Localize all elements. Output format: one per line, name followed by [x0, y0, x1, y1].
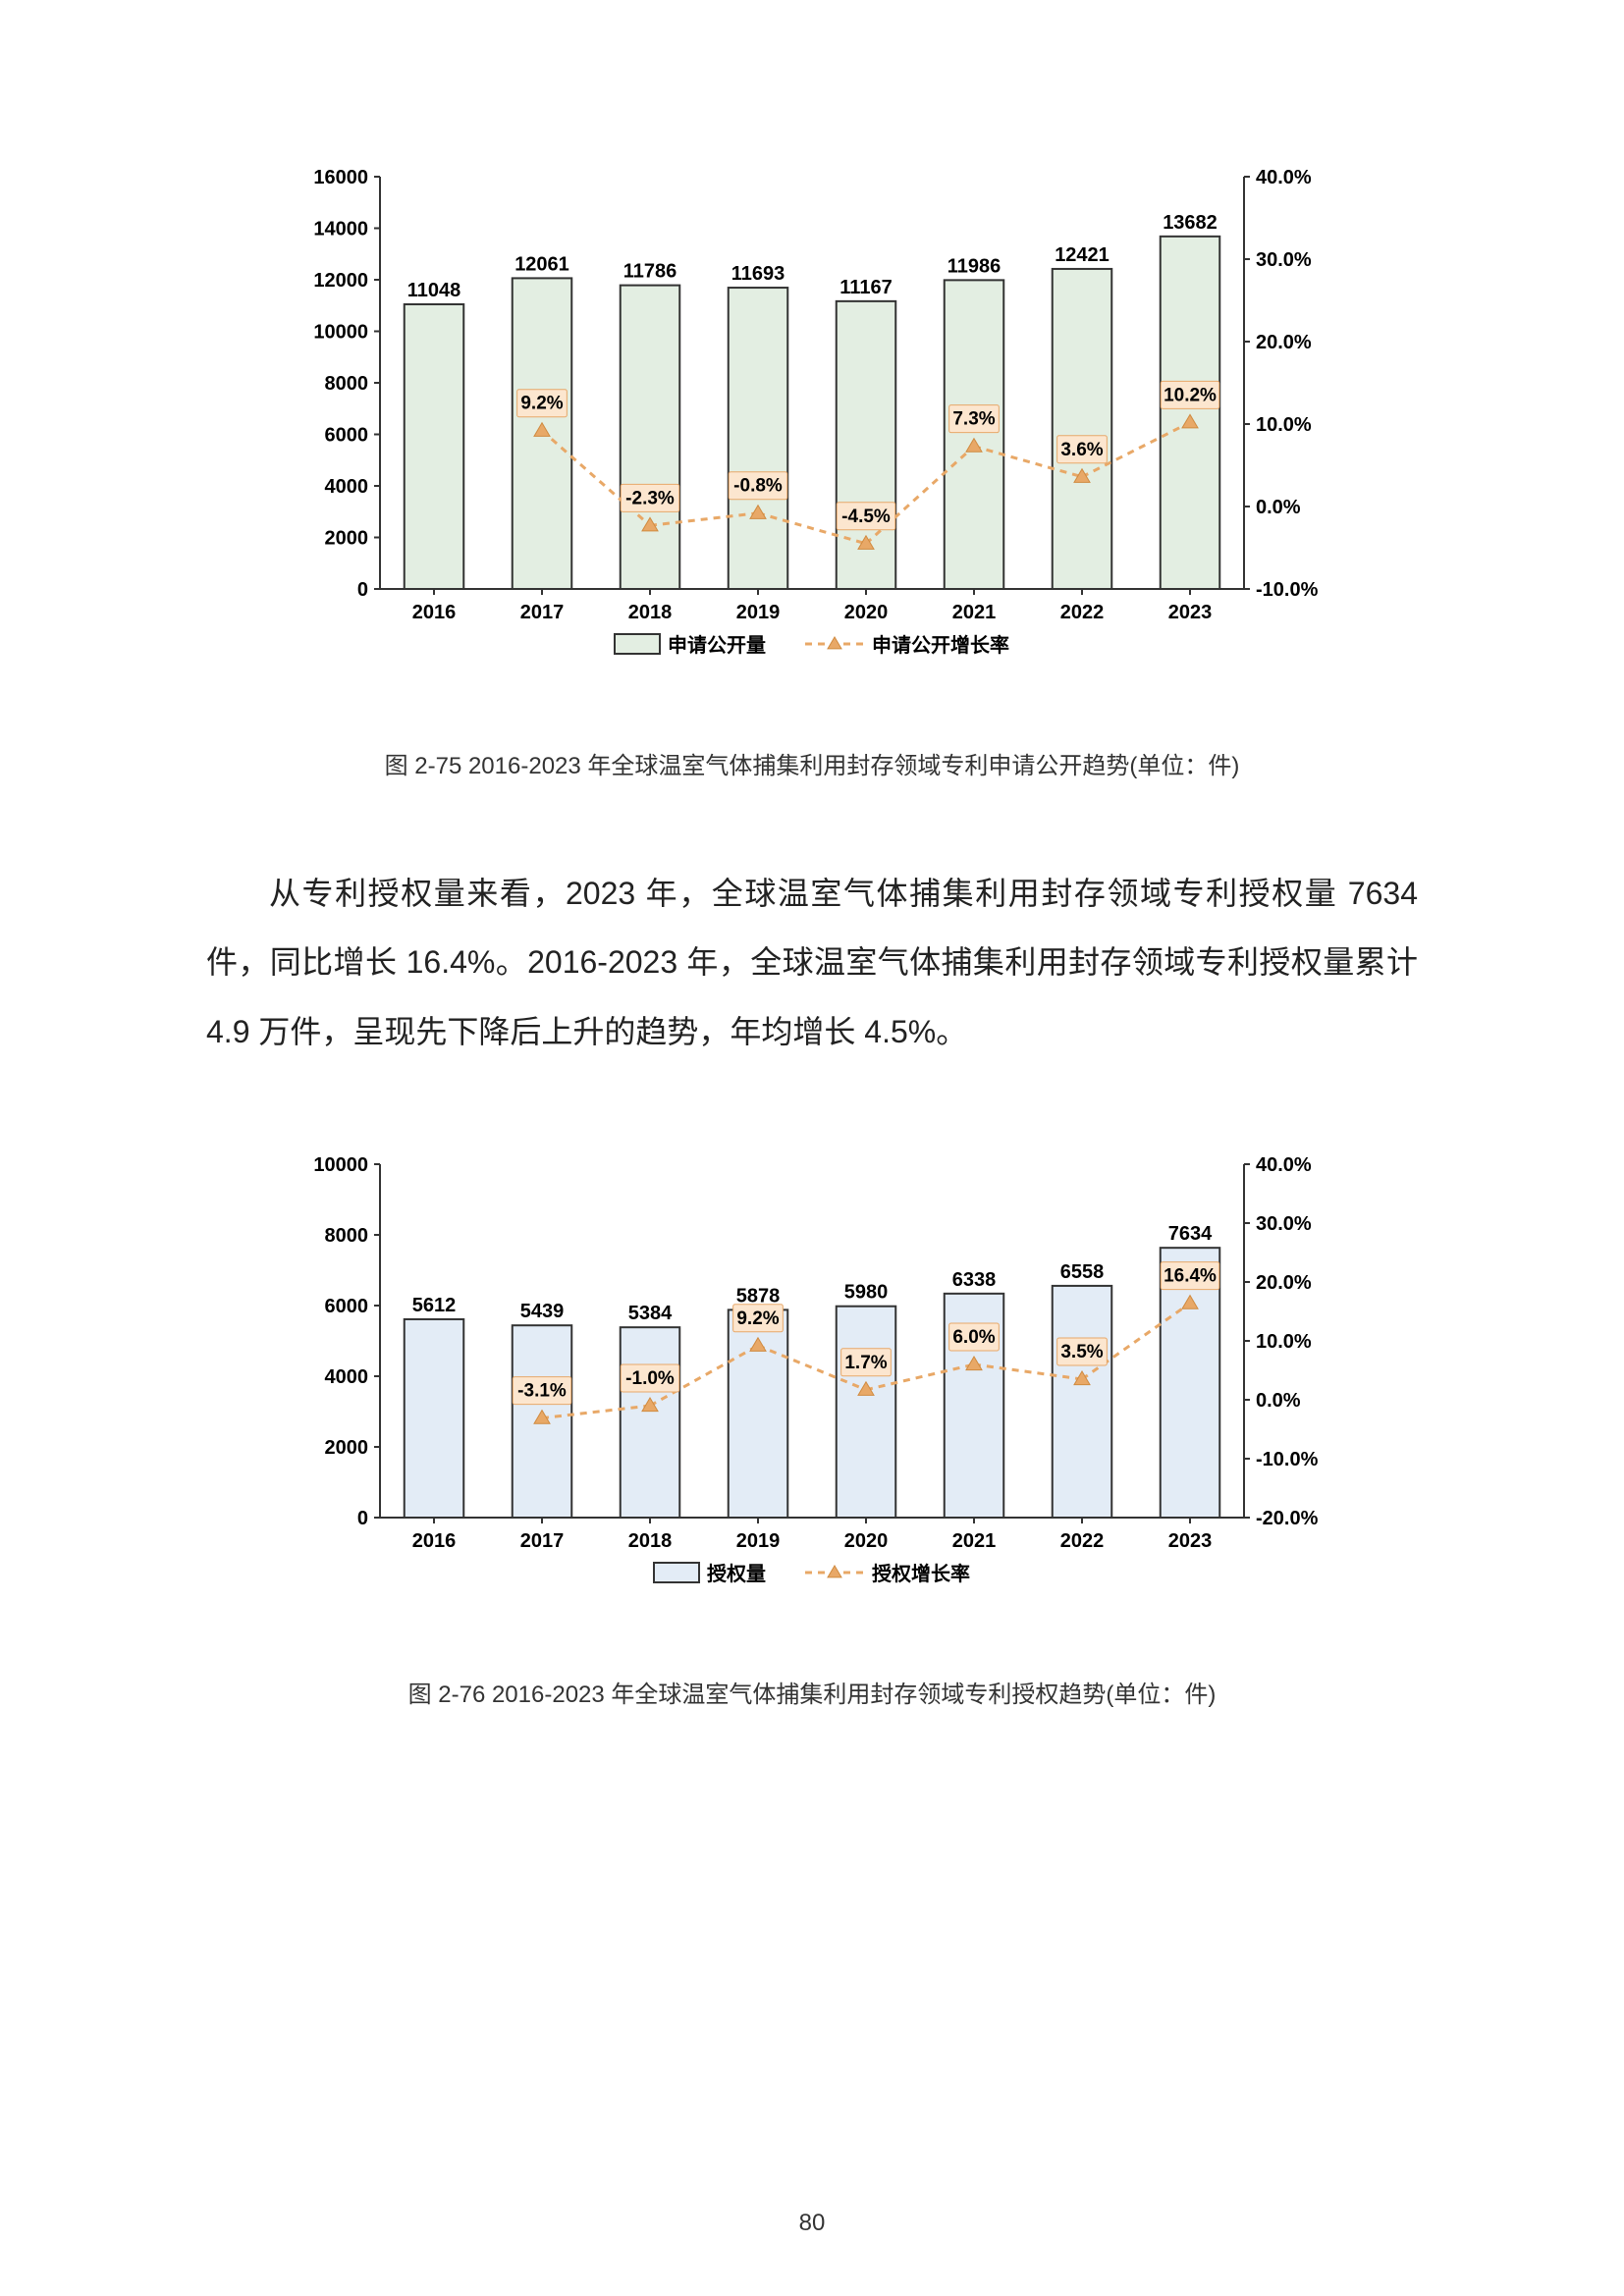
svg-text:3.5%: 3.5% [1060, 1342, 1103, 1362]
svg-text:11048: 11048 [407, 280, 461, 301]
svg-text:7.3%: 7.3% [952, 409, 995, 430]
svg-text:申请公开量: 申请公开量 [668, 633, 766, 657]
svg-text:2018: 2018 [628, 602, 673, 623]
svg-text:12061: 12061 [514, 253, 569, 275]
svg-text:2021: 2021 [952, 1530, 997, 1552]
svg-text:2016: 2016 [412, 1530, 457, 1552]
svg-text:0.0%: 0.0% [1256, 1390, 1301, 1412]
svg-text:10.0%: 10.0% [1256, 414, 1312, 436]
svg-text:0.0%: 0.0% [1256, 497, 1301, 518]
svg-text:2020: 2020 [844, 602, 889, 623]
svg-text:8000: 8000 [325, 1225, 369, 1247]
svg-text:-1.0%: -1.0% [625, 1368, 675, 1389]
svg-text:2000: 2000 [325, 528, 369, 550]
svg-text:8000: 8000 [325, 373, 369, 395]
svg-text:30.0%: 30.0% [1256, 1213, 1312, 1235]
svg-text:40.0%: 40.0% [1256, 167, 1312, 188]
svg-text:6.0%: 6.0% [952, 1327, 995, 1348]
svg-text:4000: 4000 [325, 476, 369, 498]
svg-text:2017: 2017 [520, 1530, 565, 1552]
svg-text:2021: 2021 [952, 602, 997, 623]
svg-text:16000: 16000 [313, 167, 368, 188]
svg-text:-4.5%: -4.5% [841, 507, 891, 527]
svg-text:13682: 13682 [1163, 212, 1218, 234]
svg-text:5439: 5439 [520, 1301, 565, 1322]
svg-text:40.0%: 40.0% [1256, 1154, 1312, 1176]
svg-text:11693: 11693 [731, 263, 785, 285]
svg-text:5612: 5612 [412, 1295, 457, 1316]
svg-text:授权增长率: 授权增长率 [872, 1562, 970, 1585]
svg-text:20.0%: 20.0% [1256, 1272, 1312, 1294]
chart-applications: 0 2000 4000 6000 8000 10000 12000 14000 16000 -10… [272, 157, 1352, 707]
body-paragraph: 从专利授权量来看，2023 年，全球温室气体捕集利用封存领域专利授权量 7634… [206, 859, 1418, 1066]
svg-text:20.0%: 20.0% [1256, 332, 1312, 353]
svg-text:-0.8%: -0.8% [733, 476, 783, 497]
svg-text:0: 0 [357, 1508, 368, 1529]
svg-text:1.7%: 1.7% [844, 1353, 887, 1373]
chart-grants: 0 2000 4000 6000 8000 10000 -20.0% -10.0% 0.0% 10… [272, 1145, 1352, 1635]
svg-text:2022: 2022 [1060, 602, 1105, 623]
svg-text:2023: 2023 [1168, 1530, 1213, 1552]
svg-text:12000: 12000 [313, 270, 368, 292]
svg-text:11986: 11986 [947, 255, 1001, 277]
svg-text:6338: 6338 [952, 1269, 997, 1291]
svg-text:2016: 2016 [412, 602, 457, 623]
svg-text:2017: 2017 [520, 602, 565, 623]
svg-text:6000: 6000 [325, 425, 369, 447]
caption-chart2: 图 2-76 2016-2023 年全球温室气体捕集利用封存领域专利授权趋势(单… [196, 1675, 1428, 1709]
page-number: 80 [0, 2210, 1624, 2237]
svg-text:10.2%: 10.2% [1164, 385, 1217, 405]
svg-text:10.0%: 10.0% [1256, 1331, 1312, 1353]
svg-text:2018: 2018 [628, 1530, 673, 1552]
svg-text:-10.0%: -10.0% [1256, 579, 1319, 601]
svg-text:2023: 2023 [1168, 602, 1213, 623]
svg-text:14000: 14000 [313, 219, 368, 240]
svg-text:12421: 12421 [1055, 244, 1110, 266]
svg-text:10000: 10000 [313, 1154, 368, 1176]
caption-chart1: 图 2-75 2016-2023 年全球温室气体捕集利用封存领域专利申请公开趋势… [196, 746, 1428, 780]
svg-text:授权量: 授权量 [707, 1563, 766, 1585]
svg-text:6000: 6000 [325, 1296, 369, 1317]
svg-text:11786: 11786 [623, 261, 677, 283]
svg-text:3.6%: 3.6% [1060, 440, 1103, 460]
svg-text:9.2%: 9.2% [736, 1308, 779, 1329]
svg-text:-20.0%: -20.0% [1256, 1508, 1319, 1529]
svg-text:9.2%: 9.2% [520, 394, 563, 414]
svg-text:10000: 10000 [313, 322, 368, 344]
svg-text:2020: 2020 [844, 1530, 889, 1552]
svg-text:2019: 2019 [736, 602, 781, 623]
svg-text:2022: 2022 [1060, 1530, 1105, 1552]
svg-text:5384: 5384 [628, 1303, 673, 1324]
svg-text:2000: 2000 [325, 1437, 369, 1459]
svg-text:2019: 2019 [736, 1530, 781, 1552]
svg-text:4000: 4000 [325, 1366, 369, 1388]
svg-text:-2.3%: -2.3% [625, 488, 675, 508]
svg-text:5878: 5878 [736, 1286, 781, 1308]
svg-text:申请公开增长率: 申请公开增长率 [872, 633, 1009, 657]
svg-text:16.4%: 16.4% [1164, 1266, 1217, 1287]
svg-text:7634: 7634 [1168, 1223, 1213, 1245]
svg-text:-10.0%: -10.0% [1256, 1449, 1319, 1470]
svg-text:6558: 6558 [1060, 1261, 1105, 1283]
svg-text:0: 0 [357, 579, 368, 601]
svg-text:30.0%: 30.0% [1256, 249, 1312, 271]
svg-text:11167: 11167 [839, 277, 892, 298]
svg-text:-3.1%: -3.1% [517, 1381, 567, 1402]
svg-text:5980: 5980 [844, 1282, 889, 1304]
